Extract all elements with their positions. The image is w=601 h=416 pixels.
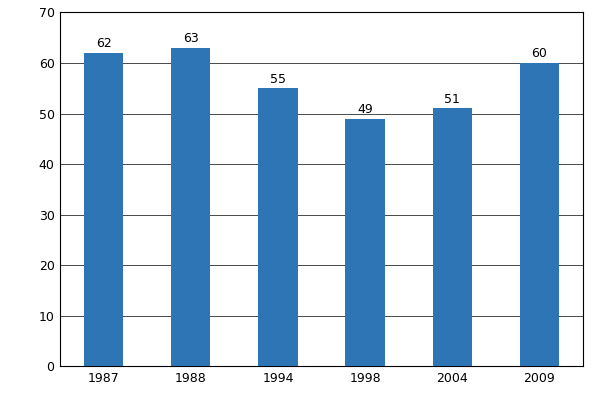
Bar bbox=[346, 119, 385, 366]
Bar bbox=[258, 88, 297, 366]
Bar bbox=[84, 53, 123, 366]
Bar bbox=[520, 63, 559, 366]
Text: 49: 49 bbox=[357, 103, 373, 116]
Text: 55: 55 bbox=[270, 73, 286, 86]
Text: 62: 62 bbox=[96, 37, 112, 50]
Bar bbox=[433, 109, 472, 366]
Text: 60: 60 bbox=[531, 47, 548, 60]
Text: 51: 51 bbox=[444, 93, 460, 106]
Text: 63: 63 bbox=[183, 32, 199, 45]
Bar bbox=[171, 48, 210, 366]
